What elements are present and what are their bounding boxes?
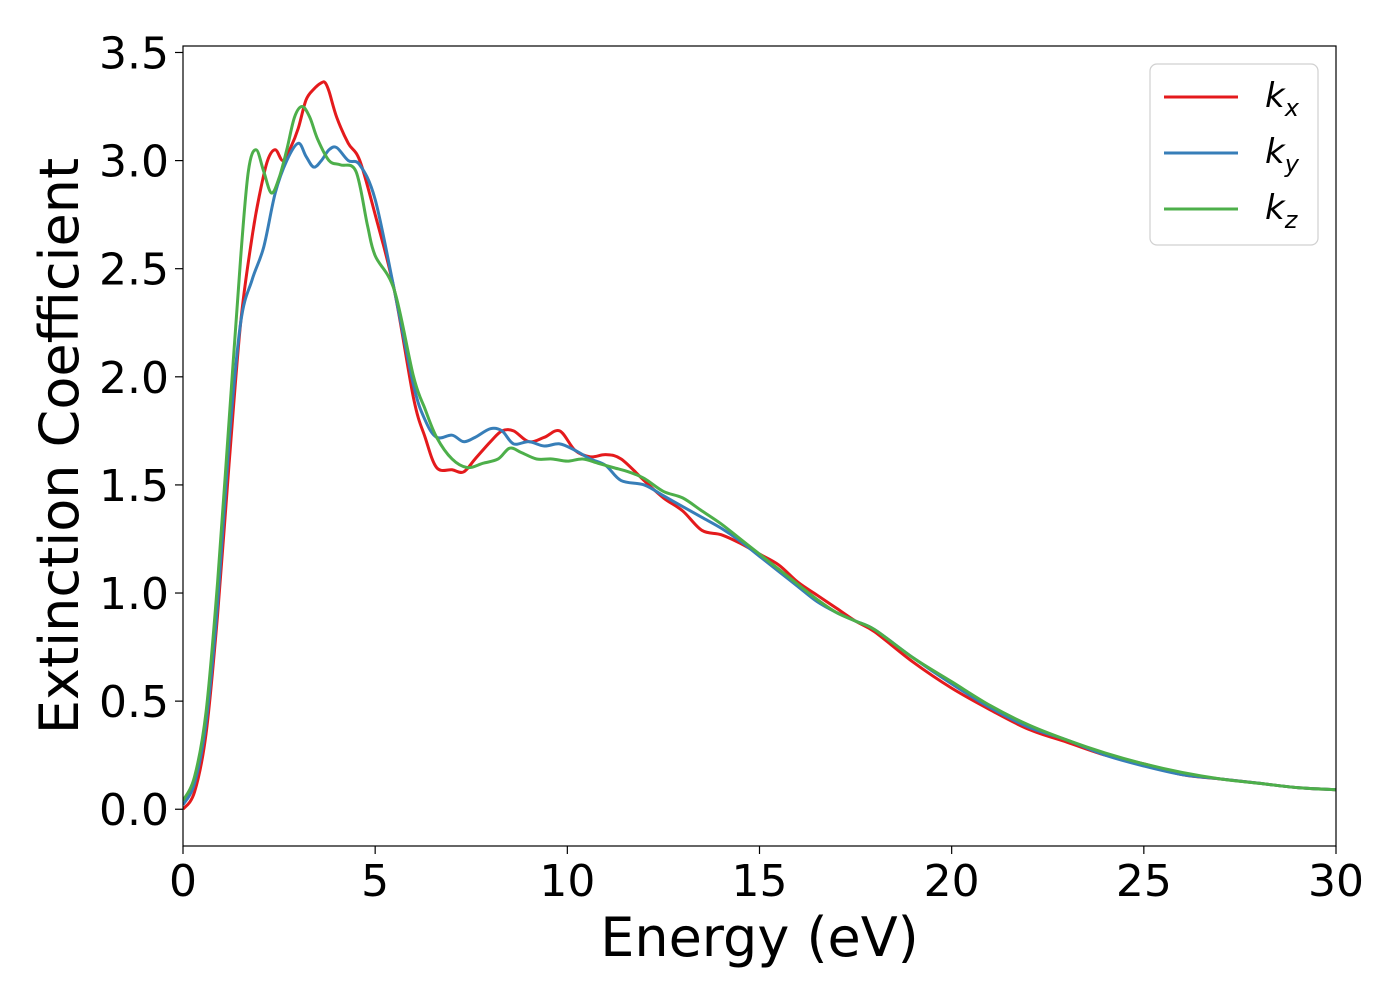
x-tick-label: 5 (361, 856, 389, 907)
x-tick-label: 0 (169, 856, 197, 907)
y-tick-label: 1.0 (99, 569, 169, 620)
x-tick-label: 30 (1308, 856, 1364, 907)
legend-item-kx: kx (1164, 76, 1300, 122)
y-tick-label: 0.5 (99, 677, 169, 728)
y-axis: 0.0 0.5 1.0 1.5 2.0 2.5 3.0 3.5 (99, 28, 183, 836)
y-tick-label: 3.0 (99, 137, 169, 188)
y-tick-label: 2.0 (99, 353, 169, 404)
series-line-kx (183, 80, 1336, 811)
x-tick-label: 20 (924, 856, 980, 907)
x-axis-label: Energy (eV) (600, 906, 919, 969)
series-line-kz (183, 105, 1336, 802)
series-layer (183, 80, 1336, 811)
x-tick-label: 15 (732, 856, 788, 907)
y-tick-label: 3.5 (99, 28, 169, 79)
y-axis-label: Extinction Coefficient (28, 158, 91, 734)
y-tick-label: 1.5 (99, 461, 169, 512)
y-tick-label: 0.0 (99, 785, 169, 836)
x-tick-label: 25 (1116, 856, 1172, 907)
x-axis: 0 5 10 15 20 25 30 (169, 846, 1364, 907)
y-tick-label: 2.5 (99, 245, 169, 296)
series-line-ky (183, 141, 1336, 806)
x-tick-label: 10 (539, 856, 595, 907)
